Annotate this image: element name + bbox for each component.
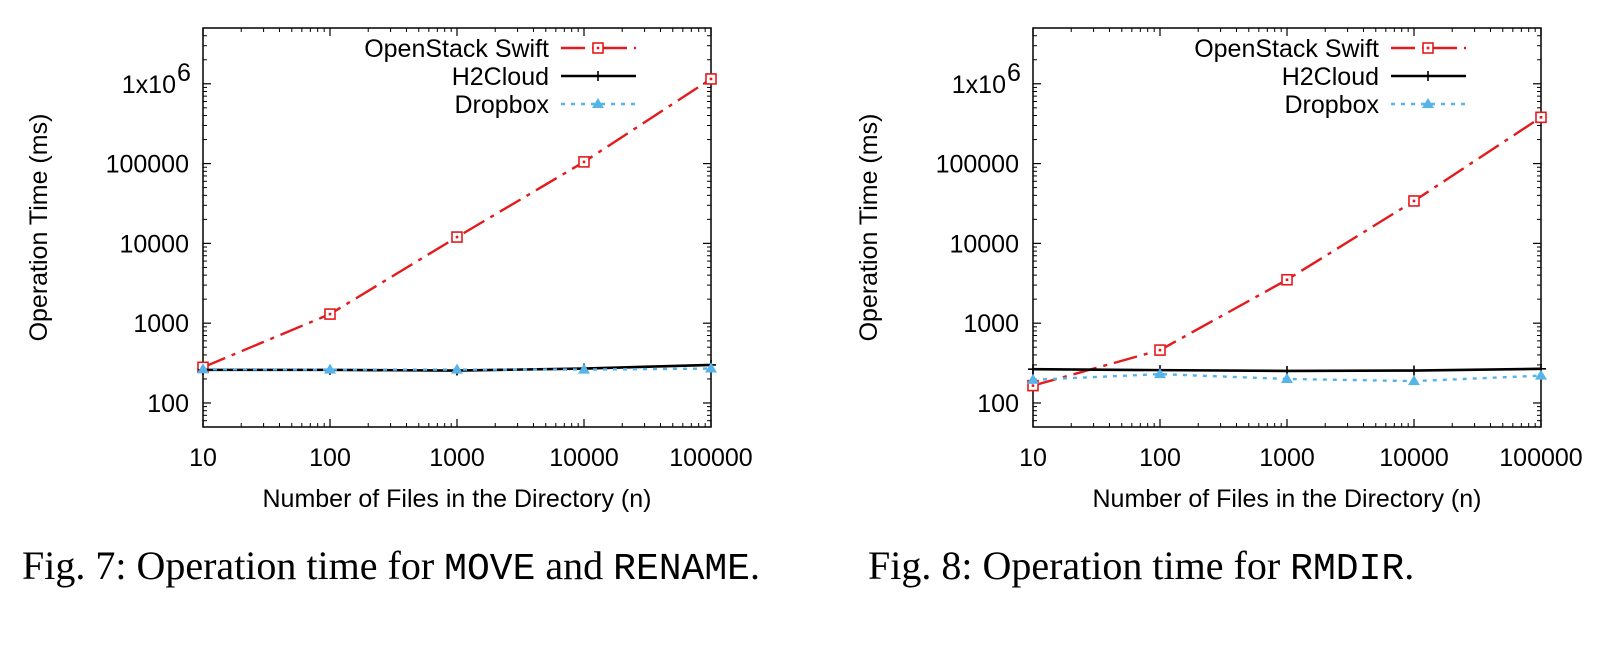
swift-marker-dot xyxy=(1158,348,1162,352)
dropbox-marker xyxy=(1027,373,1039,384)
legend-label-swift: OpenStack Swift xyxy=(1194,35,1379,63)
y-axis-label: Operation Time (ms) xyxy=(855,114,883,342)
legend-label-dropbox: Dropbox xyxy=(1285,91,1380,119)
y-tick-label: 100 xyxy=(147,390,189,418)
x-axis-label: Number of Files in the Directory (n) xyxy=(1092,485,1481,513)
swift-marker-dot xyxy=(328,312,332,316)
legend-label-swift: OpenStack Swift xyxy=(364,35,549,63)
figure-7-caption: Fig. 7: Operation time for MOVE and RENA… xyxy=(22,540,772,596)
x-tick-label: 10000 xyxy=(1379,444,1449,472)
y-tick-label: 100 xyxy=(977,390,1019,418)
dropbox-marker xyxy=(1408,375,1420,386)
swift-marker-dot xyxy=(582,160,586,164)
dropbox-line xyxy=(1032,372,1542,383)
swift-marker-dot xyxy=(1539,116,1543,119)
figure-8-caption: Fig. 8: Operation time for RMDIR. xyxy=(868,540,1608,596)
caption-code-rmdir: RMDIR xyxy=(1290,548,1405,591)
h2cloud-marker xyxy=(1423,71,1433,81)
swift-line xyxy=(1032,116,1542,387)
caption-text: Fig. 8: Operation time for xyxy=(868,543,1291,588)
dropbox-marker xyxy=(1422,98,1434,108)
caption-text: . xyxy=(749,543,760,588)
swift-marker-dot xyxy=(1031,384,1035,387)
swift-marker-dot xyxy=(709,77,713,81)
y-tick-label: 10000 xyxy=(119,230,189,258)
legend-label-h2cloud: H2Cloud xyxy=(1282,63,1379,91)
legend-label-h2cloud: H2Cloud xyxy=(452,63,549,91)
swift-marker-dot xyxy=(596,46,600,50)
chart-move-rename: 10 100 1000 10000 1000001001000100001000001x… xyxy=(25,27,753,513)
y-tick-label: 10000 xyxy=(949,230,1019,258)
x-tick-label: 1000 xyxy=(1259,444,1315,472)
dropbox-marker xyxy=(1154,368,1166,379)
dropbox-marker xyxy=(578,363,590,374)
dropbox-marker xyxy=(451,363,463,374)
figure-7: 10 100 1000 10000 100000 100 1000 10000 100000 1x… xyxy=(0,0,800,591)
x-tick-label: 100 xyxy=(1139,444,1181,472)
dropbox-marker xyxy=(1535,369,1547,380)
dropbox-marker xyxy=(1281,372,1293,383)
caption-text: and xyxy=(535,543,614,588)
x-tick-label: 100000 xyxy=(1499,444,1582,472)
caption-code-move: MOVE xyxy=(444,548,536,591)
swift-marker-dot xyxy=(1412,199,1416,203)
h2cloud-marker xyxy=(1409,365,1419,376)
swift-line xyxy=(202,77,712,369)
y-tick-superscript: 6 xyxy=(1007,59,1021,87)
h2cloud-marker xyxy=(1028,364,1038,375)
x-axis-label: Number of Files in the Directory (n) xyxy=(262,485,651,513)
x-tick-label: 1000 xyxy=(429,444,485,472)
y-tick-label: 1x10 xyxy=(122,71,176,99)
caption-code-rename: RENAME xyxy=(613,548,750,591)
swift-marker-dot xyxy=(1285,278,1289,282)
legend-label-dropbox: Dropbox xyxy=(455,91,550,119)
y-tick-label: 1000 xyxy=(133,310,189,338)
caption-text: Fig. 7: Operation time for xyxy=(22,543,445,588)
swift-marker-dot xyxy=(1426,46,1430,50)
figure-8: 10 100 1000 10000 100000 100 1000 10000 100000 1x… xyxy=(830,0,1608,591)
chart-rmdir: 10 100 1000 10000 1000001001000100001000001x… xyxy=(855,27,1583,513)
swift-marker-dot xyxy=(455,235,459,239)
h2cloud-marker xyxy=(593,71,603,81)
y-axis-label: Operation Time (ms) xyxy=(25,114,53,342)
x-tick-label: 100 xyxy=(309,444,351,472)
dropbox-marker xyxy=(197,363,209,374)
x-tick-label: 100000 xyxy=(669,444,752,472)
y-tick-label: 1000 xyxy=(963,310,1019,338)
dropbox-marker xyxy=(324,363,336,374)
y-tick-label: 100000 xyxy=(936,151,1019,179)
dropbox-marker xyxy=(592,98,604,108)
y-tick-superscript: 6 xyxy=(177,59,191,87)
y-tick-label: 100000 xyxy=(106,151,189,179)
x-tick-label: 10 xyxy=(1019,444,1047,472)
caption-text: . xyxy=(1404,543,1415,588)
x-tick-label: 10 xyxy=(189,444,217,472)
y-tick-label: 1x10 xyxy=(952,71,1006,99)
dropbox-marker xyxy=(705,362,717,373)
x-tick-label: 10000 xyxy=(549,444,619,472)
dropbox-line xyxy=(202,367,712,371)
